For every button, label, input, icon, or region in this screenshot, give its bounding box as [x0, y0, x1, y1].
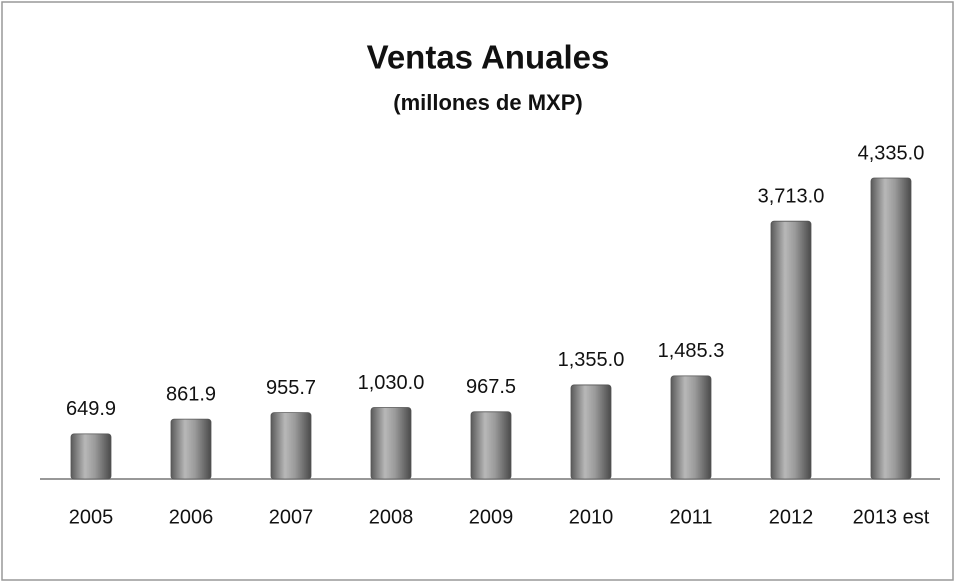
bar [470, 411, 512, 480]
x-tick-label: 2009 [469, 506, 514, 528]
x-tick-label: 2011 [669, 506, 712, 528]
chart-subtitle: (millones de MXP) [393, 90, 582, 115]
bar [570, 384, 612, 480]
value-label: 1,355.0 [558, 349, 625, 371]
x-tick-label: 2012 [769, 506, 814, 528]
value-label: 1,485.3 [658, 340, 725, 362]
value-label: 967.5 [466, 376, 516, 398]
bar [270, 412, 312, 480]
value-label: 955.7 [266, 377, 316, 399]
bar [870, 177, 912, 480]
value-label: 4,335.0 [858, 142, 925, 164]
x-tick-label: 2005 [69, 506, 114, 528]
bar [70, 433, 112, 480]
x-tick-label: 2007 [269, 506, 314, 528]
x-tick-label: 2013 est [853, 506, 930, 528]
x-tick-label: 2008 [369, 506, 414, 528]
chart-title: Ventas Anuales [367, 39, 610, 76]
bar [670, 375, 712, 480]
bar [170, 418, 212, 480]
x-tick-label: 2006 [169, 506, 214, 528]
bar [370, 407, 412, 480]
x-tick-label: 2010 [569, 506, 614, 528]
bar [770, 220, 812, 480]
value-label: 649.9 [66, 398, 116, 420]
value-label: 861.9 [166, 383, 216, 405]
value-label: 1,030.0 [358, 372, 425, 394]
value-label: 3,713.0 [758, 185, 825, 207]
